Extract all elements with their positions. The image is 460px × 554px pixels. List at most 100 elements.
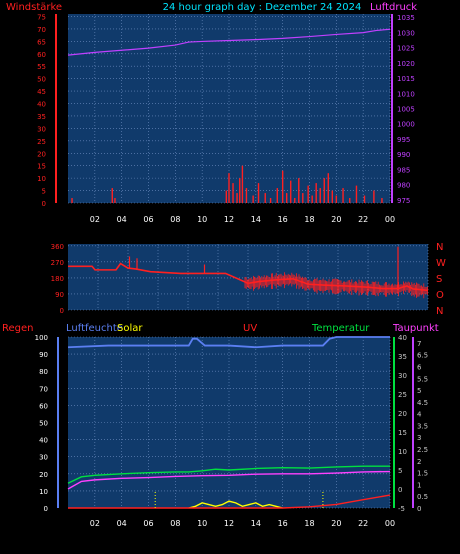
rain-tick-label: 2 bbox=[417, 458, 421, 466]
x-tick-label: 10 bbox=[197, 519, 207, 528]
rain-tick-label: 0.5 bbox=[417, 493, 428, 501]
wind-tick-label: 75 bbox=[37, 13, 46, 21]
chart-title: 24 hour graph day : Dezember 24 2024 bbox=[163, 2, 362, 13]
legend-temperatur: Temperatur bbox=[311, 323, 370, 334]
temperature-tick-label: 40 bbox=[398, 334, 407, 342]
temperature-tick-label: 0 bbox=[398, 486, 402, 494]
wind-tick-label: 35 bbox=[37, 113, 46, 121]
rain-tick-label: 5 bbox=[417, 387, 421, 395]
pressure-tick-label: 985 bbox=[397, 166, 410, 174]
rain-tick-label: 0 bbox=[417, 505, 421, 513]
wind-tick-label: 15 bbox=[37, 163, 46, 171]
x-tick-label: 20 bbox=[331, 519, 341, 528]
pressure-tick-label: 990 bbox=[397, 151, 410, 159]
wind-tick-label: 5 bbox=[42, 188, 46, 196]
rain-tick-label: 2.5 bbox=[417, 446, 428, 454]
x-tick-label: 18 bbox=[304, 519, 314, 528]
x-tick-label: 02 bbox=[90, 215, 100, 224]
direction-tick-label: 0 bbox=[60, 307, 64, 315]
rain-tick-label: 1.5 bbox=[417, 470, 428, 478]
direction-tick-label: 90 bbox=[55, 291, 64, 299]
x-tick-label: 04 bbox=[117, 519, 127, 528]
x-tick-label: 14 bbox=[251, 215, 261, 224]
x-tick-label: 12 bbox=[224, 215, 234, 224]
humidity-tick-label: 80 bbox=[39, 368, 48, 376]
pressure-tick-label: 1015 bbox=[397, 75, 415, 83]
compass-label: N bbox=[436, 306, 443, 317]
pressure-tick-label: 1030 bbox=[397, 29, 415, 37]
legend-uv: UV bbox=[243, 323, 257, 334]
rain-tick-label: 7 bbox=[417, 340, 421, 348]
wind-tick-label: 70 bbox=[37, 26, 46, 34]
x-tick-label: 08 bbox=[170, 215, 180, 224]
x-tick-label: 20 bbox=[331, 215, 341, 224]
series-line-temperatur bbox=[67, 465, 390, 484]
x-tick-label: 06 bbox=[143, 215, 153, 224]
temperature-tick-label: 30 bbox=[398, 372, 407, 380]
legend-solar: Solar bbox=[117, 323, 143, 334]
x-tick-label: 10 bbox=[197, 215, 207, 224]
direction-scatter bbox=[244, 272, 428, 299]
pressure-tick-label: 1000 bbox=[397, 121, 415, 129]
environment-panel: 0102030405060708090100-50510152025303540… bbox=[35, 334, 429, 528]
humidity-tick-label: 100 bbox=[35, 334, 48, 342]
environment-legend: Regen Luftfeuchte Solar UV Temperatur Ta… bbox=[2, 323, 439, 334]
temperature-tick-label: 20 bbox=[398, 410, 407, 418]
pressure-tick-label: 1025 bbox=[397, 45, 415, 53]
x-tick-label: 16 bbox=[278, 215, 288, 224]
pressure-axis-title: Luftdruck bbox=[370, 2, 417, 13]
rain-tick-label: 3.5 bbox=[417, 422, 428, 430]
temperature-tick-label: 5 bbox=[398, 467, 402, 475]
pressure-tick-label: 1010 bbox=[397, 90, 415, 98]
x-tick-label: 00 bbox=[385, 215, 395, 224]
wind-tick-label: 10 bbox=[37, 175, 46, 183]
wind-tick-label: 20 bbox=[37, 150, 46, 158]
rain-tick-label: 1 bbox=[417, 481, 421, 489]
humidity-tick-label: 20 bbox=[39, 471, 48, 479]
direction-tick-label: 180 bbox=[51, 275, 64, 283]
compass-label: S bbox=[436, 274, 442, 285]
legend-taupunkt: Taupunkt bbox=[392, 323, 439, 334]
rain-tick-label: 6 bbox=[417, 363, 422, 371]
humidity-tick-label: 30 bbox=[39, 454, 48, 462]
pressure-tick-label: 1020 bbox=[397, 60, 415, 68]
temperature-tick-label: -5 bbox=[398, 505, 405, 513]
direction-tick-label: 360 bbox=[51, 243, 64, 251]
wind-tick-label: 25 bbox=[37, 138, 46, 146]
temperature-tick-label: 25 bbox=[398, 391, 407, 399]
pressure-tick-label: 980 bbox=[397, 182, 410, 190]
x-tick-label: 22 bbox=[358, 519, 368, 528]
humidity-tick-label: 60 bbox=[39, 402, 48, 410]
wind-tick-label: 30 bbox=[37, 125, 46, 133]
humidity-tick-label: 70 bbox=[39, 385, 48, 393]
x-tick-label: 22 bbox=[358, 215, 368, 224]
wind-axis-title: Windstärke bbox=[6, 2, 62, 13]
rain-tick-label: 5.5 bbox=[417, 375, 428, 383]
x-tick-label: 06 bbox=[143, 519, 153, 528]
x-tick-label: 02 bbox=[90, 519, 100, 528]
pressure-tick-label: 1005 bbox=[397, 106, 415, 114]
pressure-tick-label: 995 bbox=[397, 136, 410, 144]
wind-tick-label: 45 bbox=[37, 88, 46, 96]
humidity-tick-label: 10 bbox=[39, 488, 48, 496]
rain-tick-label: 3 bbox=[417, 434, 421, 442]
plot-area bbox=[68, 337, 390, 508]
humidity-tick-label: 50 bbox=[39, 420, 48, 428]
temperature-tick-label: 15 bbox=[398, 429, 407, 437]
compass-label: N bbox=[436, 242, 443, 253]
pressure-tick-label: 1035 bbox=[397, 14, 415, 22]
compass-label: O bbox=[436, 290, 444, 301]
x-tick-label: 16 bbox=[278, 519, 288, 528]
wind-tick-label: 65 bbox=[37, 38, 46, 46]
wind-tick-label: 40 bbox=[37, 101, 46, 109]
x-tick-label: 04 bbox=[117, 215, 127, 224]
series-line-regen bbox=[68, 494, 391, 509]
rain-tick-label: 4.5 bbox=[417, 399, 428, 407]
pressure-line bbox=[67, 28, 391, 56]
humidity-tick-label: 90 bbox=[39, 351, 48, 359]
wind-tick-label: 50 bbox=[37, 76, 46, 84]
rain-tick-label: 4 bbox=[417, 411, 422, 419]
x-tick-label: 12 bbox=[224, 519, 234, 528]
